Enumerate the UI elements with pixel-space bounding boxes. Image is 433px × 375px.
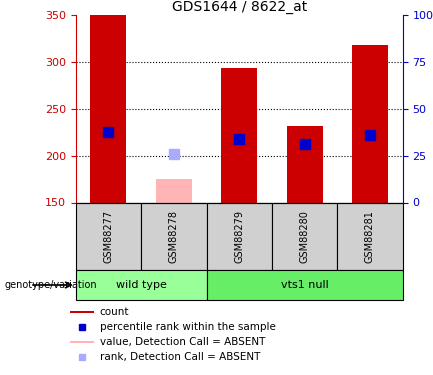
Bar <box>156 179 192 203</box>
Bar <box>207 270 403 300</box>
Text: count: count <box>100 307 129 317</box>
Bar <box>207 202 272 270</box>
Bar <box>337 202 403 270</box>
Bar <box>272 202 337 270</box>
Bar <box>76 202 141 270</box>
Text: GSM88280: GSM88280 <box>300 210 310 262</box>
Text: GSM88281: GSM88281 <box>365 210 375 262</box>
Text: wild type: wild type <box>116 280 167 290</box>
Text: genotype/variation: genotype/variation <box>4 280 97 290</box>
Bar <box>141 202 207 270</box>
Bar <box>76 270 207 300</box>
Title: GDS1644 / 8622_at: GDS1644 / 8622_at <box>171 0 307 14</box>
Text: value, Detection Call = ABSENT: value, Detection Call = ABSENT <box>100 337 265 347</box>
Bar <box>287 126 323 202</box>
Text: vts1 null: vts1 null <box>281 280 329 290</box>
Text: percentile rank within the sample: percentile rank within the sample <box>100 322 275 332</box>
Bar <box>90 15 126 202</box>
Bar <box>70 341 94 343</box>
Bar <box>352 45 388 203</box>
Bar <box>221 68 257 203</box>
Bar <box>70 311 94 313</box>
Text: GSM88277: GSM88277 <box>103 210 113 263</box>
Text: GSM88279: GSM88279 <box>234 210 244 263</box>
Text: rank, Detection Call = ABSENT: rank, Detection Call = ABSENT <box>100 352 260 362</box>
Text: GSM88278: GSM88278 <box>169 210 179 263</box>
